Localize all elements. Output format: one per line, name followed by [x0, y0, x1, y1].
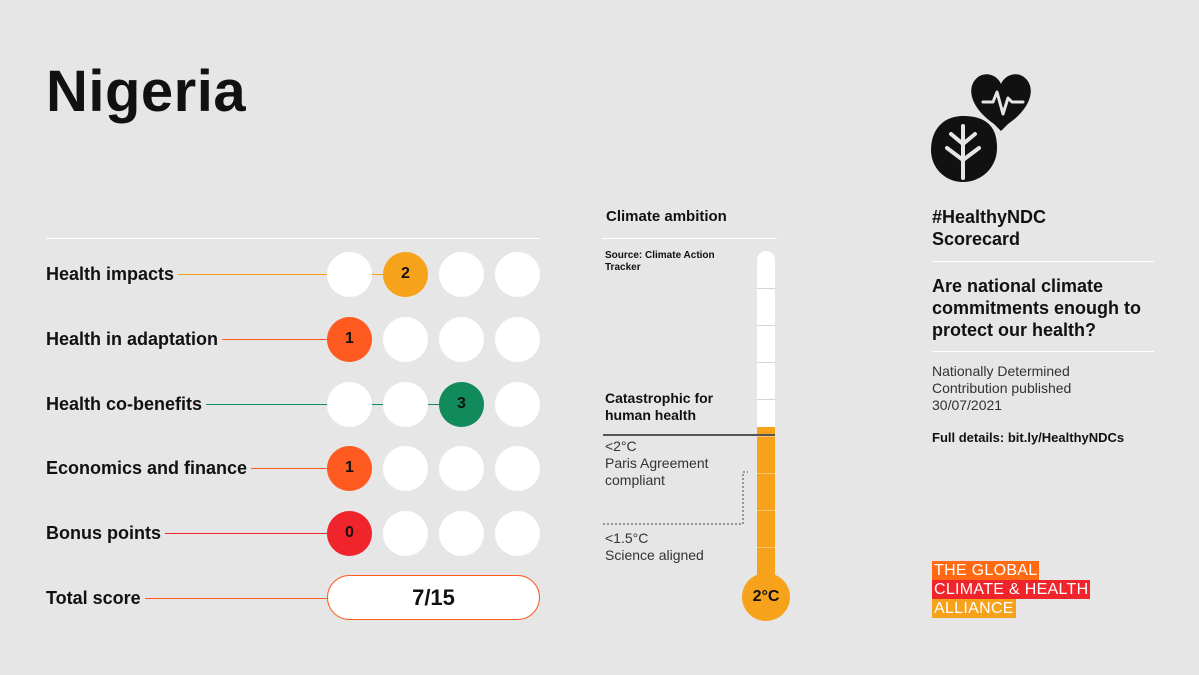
question-text: Are national climate commitments enough … — [932, 276, 1142, 340]
score-dot-filled: 0 — [327, 510, 372, 556]
hashtag-title: #HealthyNDC Scorecard — [932, 206, 1046, 250]
thermometer-tick — [757, 288, 775, 289]
thermometer-tick — [757, 436, 775, 437]
score-dot-filled: 3 — [439, 381, 484, 427]
score-dot-empty — [383, 316, 428, 362]
ndc-line-1: Nationally Determined — [932, 363, 1070, 379]
science-threshold-line — [603, 471, 748, 525]
source-note: Source: Climate Action Tracker — [605, 250, 715, 273]
total-score-box: 7/15 — [327, 575, 540, 620]
thermometer-bulb: 2°C — [742, 573, 790, 621]
scores-divider — [46, 238, 540, 239]
science-text: Science aligned — [605, 547, 704, 563]
sidebar-divider-top — [932, 261, 1154, 262]
score-leader-line — [206, 404, 439, 405]
thermometer-tick — [757, 325, 775, 326]
ndc-info: Nationally Determined Contribution publi… — [932, 363, 1152, 414]
catastrophic-label: Catastrophic for human health — [605, 390, 714, 423]
score-dot-empty — [383, 381, 428, 427]
ndc-line-2: Contribution published — [932, 380, 1072, 396]
thermometer-fill — [757, 427, 775, 596]
paris-label: <2°C Paris Agreement compliant — [605, 438, 745, 489]
score-dot-empty — [383, 510, 428, 556]
hashtag: #HealthyNDC — [932, 207, 1047, 227]
score-dot-empty — [383, 445, 428, 491]
score-dot-empty — [439, 510, 484, 556]
thermometer-tick — [757, 510, 775, 511]
alliance-line-1: THE GLOBAL — [932, 561, 1040, 580]
score-dot-empty — [327, 251, 372, 297]
thermometer-tube — [757, 251, 775, 596]
score-row-label: Health in adaptation — [46, 329, 223, 349]
score-dot-empty — [439, 316, 484, 362]
score-leader-line — [178, 274, 383, 275]
ndc-date: 30/07/2021 — [932, 397, 1003, 413]
score-dot-filled: 1 — [327, 316, 372, 362]
total-score-label: Total score — [46, 588, 145, 608]
score-row-label: Health impacts — [46, 264, 179, 284]
alliance-line-2: CLIMATE & HEALTH — [932, 580, 1091, 599]
score-dot-empty — [439, 445, 484, 491]
score-leader-line — [222, 339, 327, 340]
score-dot-empty — [495, 445, 540, 491]
paris-text: Paris Agreement compliant — [605, 455, 709, 488]
score-row-label: Bonus points — [46, 523, 165, 543]
catastrophic-line — [603, 434, 775, 436]
score-dot-empty — [327, 381, 372, 427]
country-title: Nigeria — [46, 59, 247, 124]
alliance-line-3: ALLIANCE — [932, 599, 1016, 618]
thermometer-tick — [757, 473, 775, 474]
score-row-label: Health co-benefits — [46, 394, 207, 414]
alliance-logo: THE GLOBAL CLIMATE & HEALTH ALLIANCE — [932, 561, 1091, 618]
science-label: <1.5°C Science aligned — [605, 530, 745, 564]
climate-divider — [602, 238, 777, 239]
thermometer-tick — [757, 362, 775, 363]
sidebar-divider-bottom — [932, 351, 1154, 352]
climate-ambition-title: Climate ambition — [606, 208, 727, 225]
score-row-label: Economics and finance — [46, 458, 252, 478]
score-dot-filled: 1 — [327, 445, 372, 491]
score-dot-empty — [495, 381, 540, 427]
thermometer-tick — [757, 399, 775, 400]
paris-temp: <2°C — [605, 438, 637, 454]
total-leader-line — [144, 598, 327, 599]
score-dot-filled: 2 — [383, 251, 428, 297]
heart-leaf-icon — [931, 74, 1031, 182]
scorecard-label: Scorecard — [932, 229, 1021, 249]
full-details-link[interactable]: Full details: bit.ly/HealthyNDCs — [932, 430, 1125, 445]
score-dot-empty — [495, 316, 540, 362]
score-dot-empty — [439, 251, 484, 297]
score-leader-line — [251, 468, 327, 469]
science-temp: <1.5°C — [605, 530, 649, 546]
score-dot-empty — [495, 251, 540, 297]
score-dot-empty — [495, 510, 540, 556]
score-leader-line — [165, 533, 327, 534]
thermometer-tick — [757, 547, 775, 548]
